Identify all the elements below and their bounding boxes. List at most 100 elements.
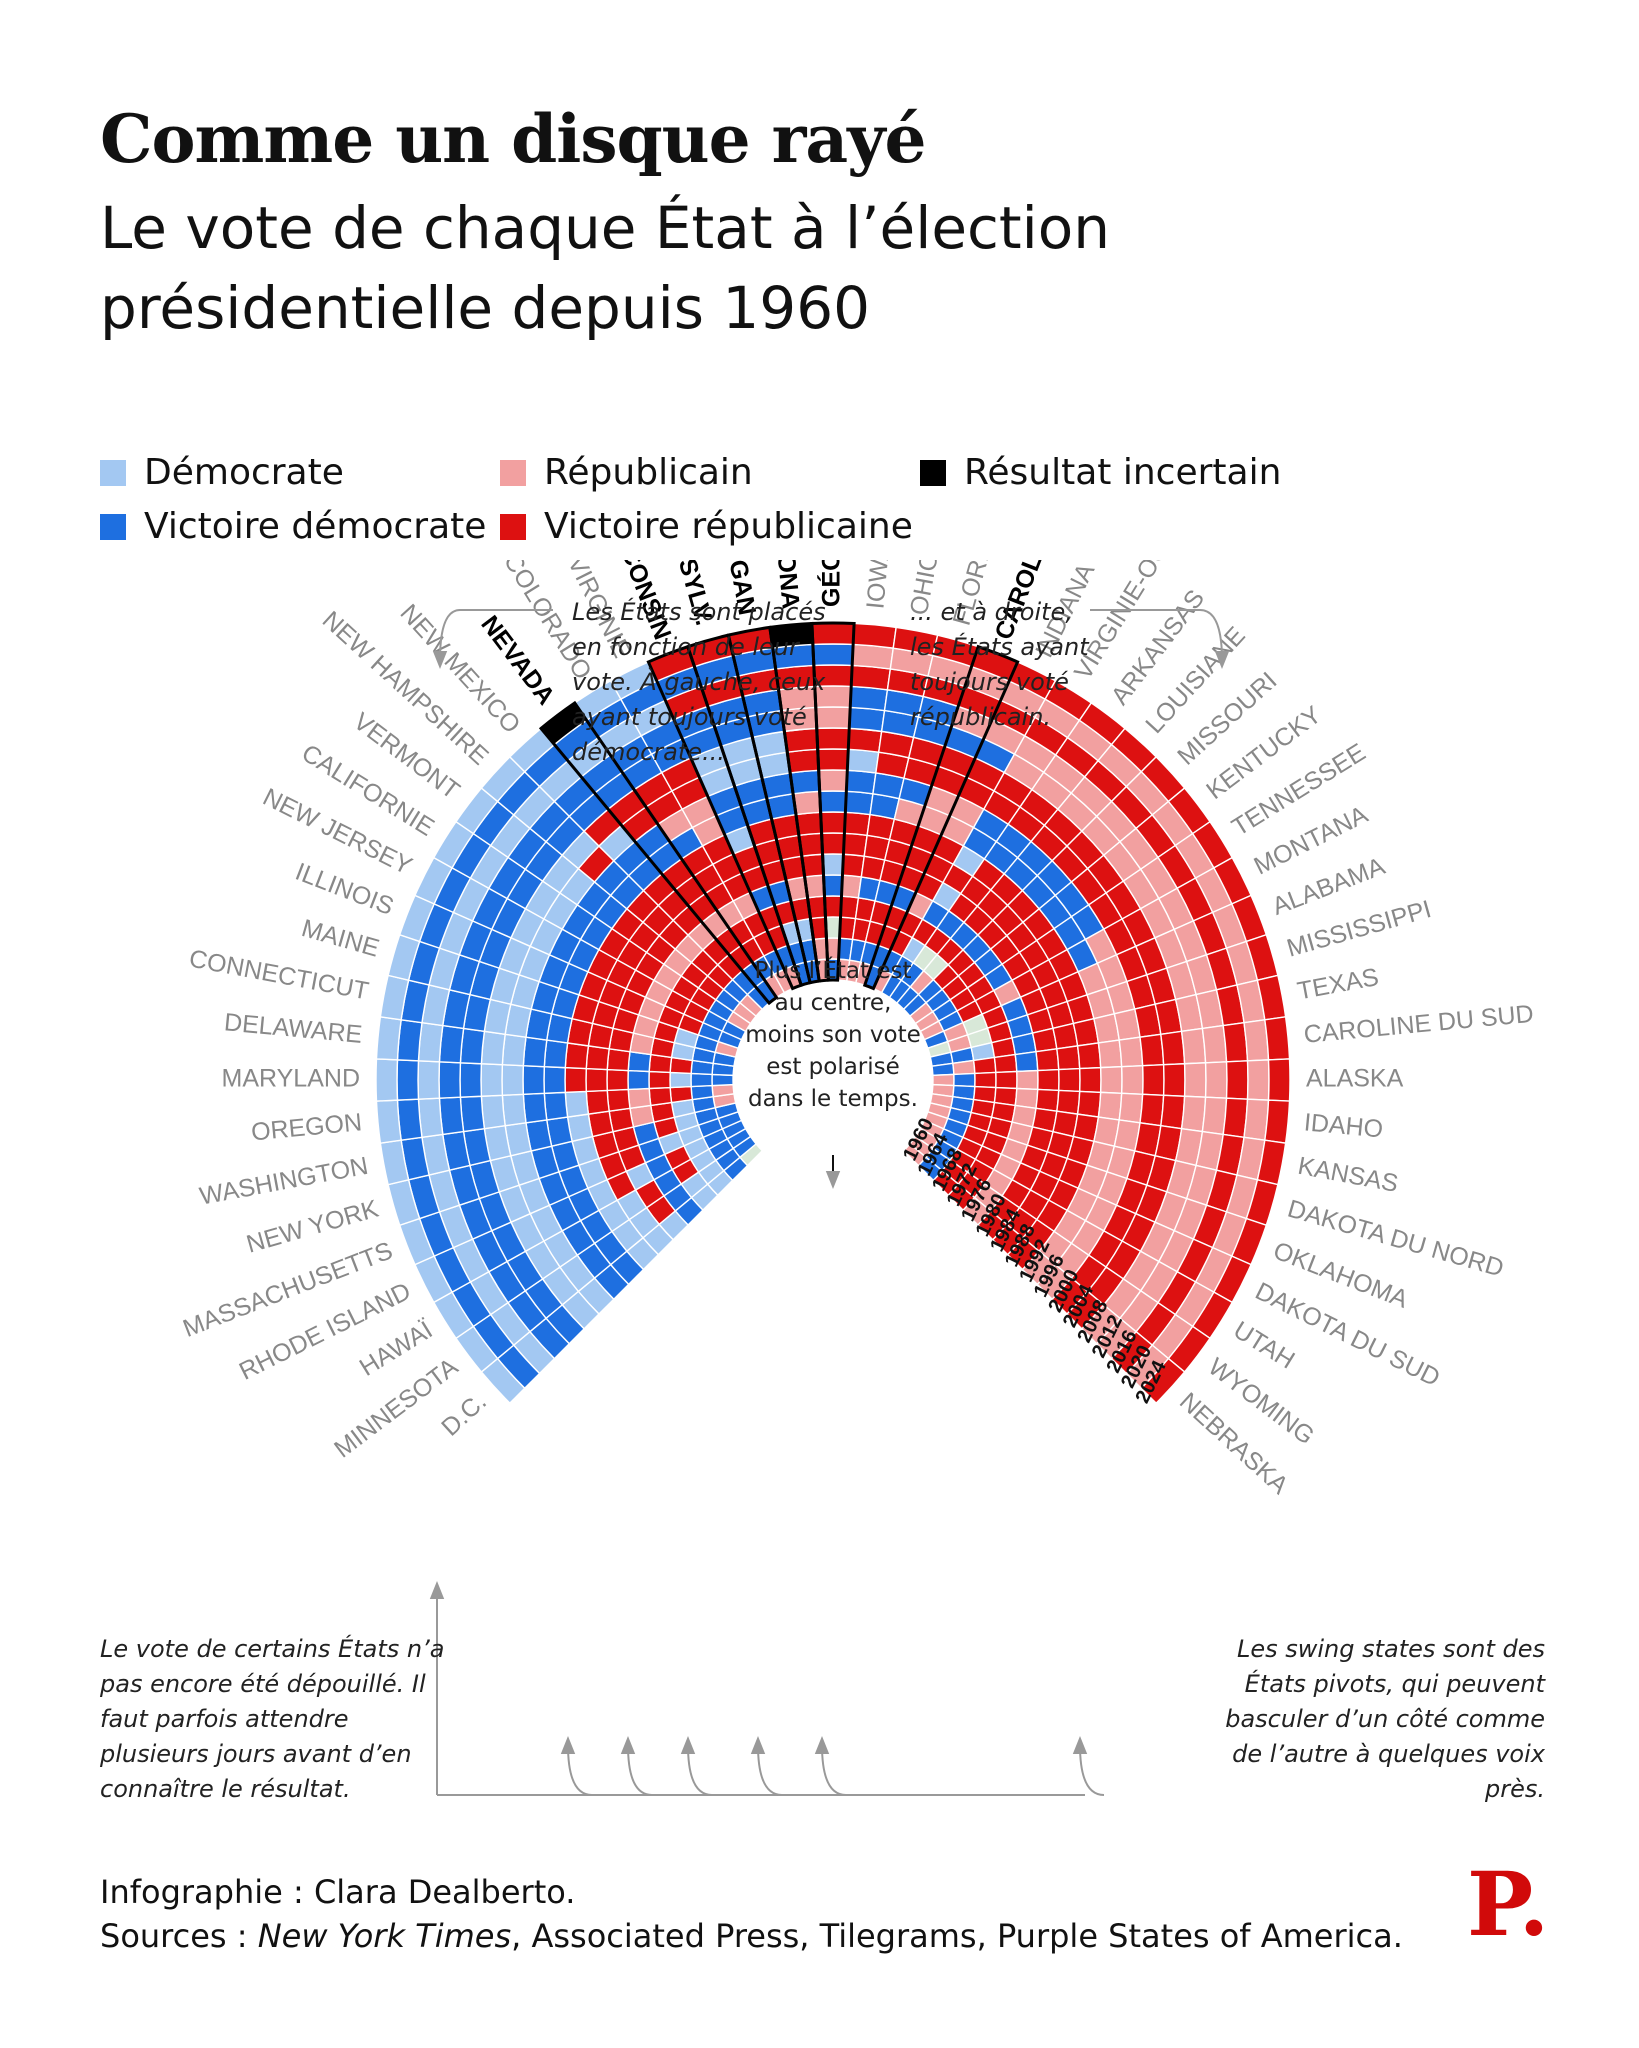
vote-cell: [1201, 1024, 1228, 1064]
vote-cell: [1120, 1064, 1144, 1096]
vote-cell: [1097, 1039, 1123, 1069]
annotation-center: Plus l’État est au centre, moins son vot…: [745, 958, 921, 1112]
state-label: MINNESOTA: [329, 1353, 463, 1464]
chart-title: Comme un disque rayé: [100, 100, 926, 178]
vote-cell: [438, 1061, 462, 1099]
vote-cell: [1058, 1067, 1081, 1093]
vote-cell: [375, 1058, 399, 1102]
vote-cell: [820, 832, 846, 855]
annotation-arrows: [429, 609, 1230, 1796]
vote-cell: [851, 643, 895, 670]
footer-credit: Infographie : Clara Dealberto.: [100, 1873, 576, 1911]
vote-cell: [789, 769, 821, 795]
vote-cell: [821, 853, 845, 876]
vote-cell: [669, 1085, 694, 1104]
arrow-georgia: [814, 1736, 847, 1796]
state-label: IDAHO: [1303, 1108, 1384, 1143]
arrow-arizona: [750, 1736, 783, 1796]
state-label: MAINE: [298, 914, 382, 963]
swing-state-outlines: [538, 621, 1020, 1006]
legend-item-democrat: Démocrate: [100, 452, 344, 493]
vote-cell: [1035, 1047, 1060, 1072]
vote-cell: [974, 1071, 997, 1089]
vote-cell: [438, 1024, 465, 1064]
vote-cell: [1225, 1060, 1249, 1100]
vote-cells: [375, 622, 1291, 1405]
vote-cell: [1222, 1097, 1249, 1139]
vote-cell: [501, 1033, 527, 1067]
vote-cell: [817, 769, 849, 793]
legend-item-democrat-win: Victoire démocrate: [100, 506, 486, 547]
vote-cell: [459, 1027, 486, 1065]
footer-sources: Sources : New York Times, Associated Pre…: [100, 1914, 1403, 1958]
vote-cell: [1204, 1061, 1228, 1099]
arrow-right-states: [1090, 609, 1230, 669]
logo-text: P.: [1467, 1855, 1545, 1955]
vote-cell: [543, 1091, 569, 1121]
state-label: D.C.: [436, 1387, 492, 1441]
vote-cell: [953, 1072, 976, 1088]
legend-label-republican-win: Victoire républicaine: [544, 506, 913, 547]
vote-cell: [396, 1018, 423, 1062]
vote-cell: [690, 1072, 713, 1088]
state-label: KANSAS: [1296, 1152, 1401, 1198]
vote-cell: [1160, 1094, 1186, 1130]
vote-cell: [822, 874, 844, 897]
vote-cell: [952, 1059, 976, 1076]
vote-cell: [931, 1062, 955, 1077]
vote-cell: [627, 1069, 650, 1091]
annotation-uncounted: Le vote de certains États n’a pas encore…: [100, 1635, 445, 1803]
vote-cell: [1246, 1059, 1270, 1101]
annotation-placement: Les États sont placés en fonction de leu…: [572, 598, 826, 766]
vote-cell: [1160, 1030, 1186, 1066]
vote-cell: [1139, 1033, 1165, 1067]
vote-cell: [606, 1047, 631, 1072]
vote-cell: [1079, 1066, 1102, 1094]
vote-cell: [522, 1036, 548, 1068]
vote-cell: [841, 853, 866, 878]
vote-cell: [1139, 1093, 1165, 1127]
vote-cell: [585, 1067, 608, 1093]
state-label: GÉORGIE: [817, 560, 846, 607]
legend-swatch-uncertain: [920, 459, 946, 486]
vote-cell: [1099, 1065, 1123, 1095]
vote-cell: [1035, 1088, 1060, 1113]
vote-cell: [459, 1095, 486, 1133]
vote-cell: [564, 1090, 590, 1118]
vote-cell: [792, 790, 822, 816]
vote-cell: [1118, 1092, 1144, 1124]
footer-sources-italic: New York Times: [257, 1917, 512, 1955]
vote-cell: [846, 748, 880, 774]
footer-sources-prefix: Sources :: [100, 1917, 258, 1955]
vote-cell: [648, 1086, 673, 1107]
vote-cell: [648, 1070, 671, 1090]
vote-cell: [543, 1039, 569, 1069]
state-label: CAROLINE DU SUD: [1303, 1000, 1535, 1049]
vote-cell: [564, 1066, 587, 1094]
vote-cell: [1014, 1050, 1039, 1073]
vote-cell: [847, 727, 883, 753]
state-label: MARYLAND: [222, 1065, 360, 1093]
vote-cell: [627, 1087, 652, 1110]
vote-cell: [501, 1063, 525, 1097]
vote-cell: [843, 811, 871, 837]
vote-cell: [993, 1053, 1018, 1074]
vote-cell: [1264, 1099, 1291, 1144]
vote-cell: [1076, 1042, 1102, 1070]
legend-swatch-democrat-win: [100, 513, 126, 540]
vote-cell: [585, 1045, 610, 1071]
vote-cell: [1097, 1091, 1123, 1121]
vote-cell: [849, 685, 889, 712]
vote-cell: [1118, 1036, 1144, 1068]
vote-cell: [501, 1093, 527, 1127]
vote-cell: [522, 1092, 548, 1124]
legend-label-republican: Républicain: [544, 452, 753, 493]
vote-cell: [1222, 1021, 1249, 1063]
vote-cell: [375, 1016, 402, 1061]
legend-item-republican: Républicain: [500, 452, 753, 493]
vote-cell: [1056, 1045, 1081, 1071]
vote-cell: [711, 1073, 734, 1087]
year-labels: 1960196419681972197619801984198819921996…: [899, 1115, 1171, 1407]
legend-label-democrat-win: Victoire démocrate: [144, 506, 487, 547]
